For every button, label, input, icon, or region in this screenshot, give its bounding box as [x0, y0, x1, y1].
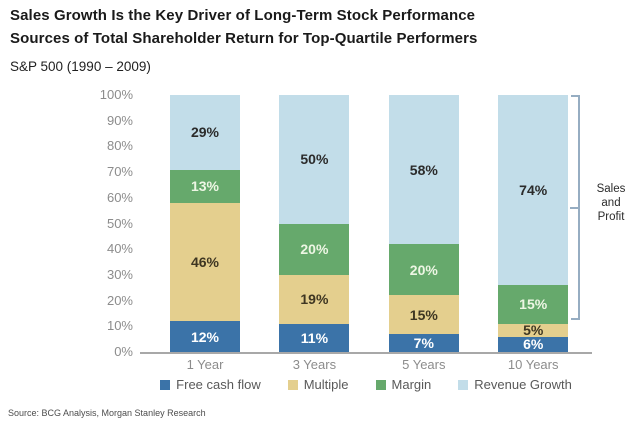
- segment-value-label: 11%: [300, 329, 329, 346]
- segment-revenue-growth: 29%: [170, 95, 240, 170]
- y-tick-label: 10%: [106, 318, 133, 334]
- segment-value-label: 20%: [300, 241, 329, 258]
- bar-5-years: 58% 20% 15% 7%: [388, 95, 459, 352]
- bar-3-years: 50% 20% 19% 11%: [279, 95, 350, 352]
- y-tick-label: 70%: [106, 164, 133, 180]
- legend-label: Free cash flow: [176, 377, 261, 392]
- legend: Free cash flow Multiple Margin Revenue Grow…: [140, 377, 592, 392]
- segment-multiple: 19%: [279, 274, 350, 324]
- sales-profit-label-line3: Profit: [597, 211, 625, 223]
- segment-margin: 20%: [279, 223, 350, 275]
- y-tick-label: 40%: [106, 241, 133, 257]
- segment-value-label: 6%: [523, 336, 544, 353]
- segment-revenue-growth: 50%: [279, 95, 350, 224]
- page-title-line2: Sources of Total Shareholder Return for …: [10, 30, 478, 47]
- segment-revenue-growth: 74%: [498, 95, 569, 286]
- segment-multiple: 5%: [498, 322, 569, 339]
- legend-label: Multiple: [303, 377, 349, 392]
- source-note: Source: BCG Analysis, Morgan Stanley Res…: [8, 408, 206, 418]
- legend-swatch-icon: [287, 379, 298, 390]
- segment-free-cash-flow: 7%: [388, 333, 459, 352]
- x-tick-label: 10 Years: [507, 357, 559, 372]
- segment-margin: 20%: [388, 244, 459, 296]
- y-tick-label: 90%: [106, 112, 133, 128]
- sales-profit-bracket: [570, 95, 580, 320]
- segment-value-label: 15%: [409, 306, 438, 323]
- legend-item-free-cash-flow: Free cash flow: [160, 377, 261, 392]
- segment-value-label: 15%: [519, 296, 548, 313]
- bar-1-year: 29% 13% 46% 12%: [170, 95, 240, 352]
- legend-swatch-icon: [458, 379, 469, 390]
- segment-value-label: 7%: [413, 334, 434, 351]
- legend-item-margin: Margin: [375, 377, 432, 392]
- segment-value-label: 19%: [300, 291, 329, 308]
- legend-label: Revenue Growth: [474, 377, 572, 392]
- y-tick-label: 60%: [106, 189, 133, 205]
- y-tick-label: 50%: [106, 215, 133, 231]
- legend-swatch-icon: [375, 379, 386, 390]
- bar-10-years: 74% 15% 5% 6%: [498, 95, 569, 353]
- segment-value-label: 58%: [409, 161, 438, 178]
- chart-subtitle: S&P 500 (1990 – 2009): [10, 59, 151, 74]
- legend-label: Margin: [391, 377, 432, 392]
- x-axis-labels: 1 Year 3 Years 5 Years 10 Years: [140, 357, 592, 373]
- segment-multiple: 15%: [388, 295, 459, 334]
- segment-free-cash-flow: 11%: [279, 323, 350, 352]
- legend-item-revenue-growth: Revenue Growth: [458, 377, 572, 392]
- y-tick-label: 0%: [114, 344, 133, 359]
- y-tick-label: 100%: [99, 87, 133, 102]
- y-axis: 100% 90% 80% 70% 60% 50% 40% 30% 20% 10% 0%: [60, 87, 133, 359]
- x-tick-label: 1 Year: [186, 357, 224, 372]
- segment-revenue-growth: 58%: [388, 95, 459, 245]
- segment-free-cash-flow: 12%: [170, 321, 240, 352]
- x-axis-line: [140, 352, 592, 354]
- segment-value-label: 74%: [519, 182, 548, 199]
- segment-value-label: 50%: [300, 151, 329, 168]
- legend-item-multiple: Multiple: [287, 377, 349, 392]
- sales-profit-label-line1: Sales: [596, 183, 626, 195]
- segment-value-label: 5%: [523, 322, 544, 339]
- sales-profit-label-line2: and: [601, 197, 621, 209]
- y-tick-label: 80%: [106, 138, 133, 154]
- sales-profit-label: Sales and Profit: [584, 182, 638, 224]
- y-tick-label: 30%: [106, 266, 133, 282]
- segment-free-cash-flow: 6%: [498, 336, 569, 353]
- plot-area: 29% 13% 46% 12% 50% 20% 19% 11% 58% 20% 15% 7% 74% 15…: [140, 95, 592, 354]
- segment-value-label: 12%: [190, 328, 220, 345]
- segment-multiple: 46%: [170, 202, 240, 322]
- x-tick-label: 3 Years: [292, 357, 337, 372]
- bracket-tick: [570, 206, 578, 209]
- x-tick-label: 5 Years: [402, 357, 446, 372]
- segment-margin: 13%: [170, 169, 240, 203]
- segment-value-label: 46%: [190, 254, 220, 271]
- segment-margin: 15%: [498, 285, 569, 324]
- y-tick-label: 20%: [106, 292, 133, 308]
- legend-swatch-icon: [160, 379, 171, 390]
- page-title-line1: Sales Growth Is the Key Driver of Long-T…: [10, 7, 476, 24]
- segment-value-label: 20%: [409, 261, 438, 278]
- segment-value-label: 29%: [190, 124, 220, 141]
- segment-value-label: 13%: [190, 178, 220, 195]
